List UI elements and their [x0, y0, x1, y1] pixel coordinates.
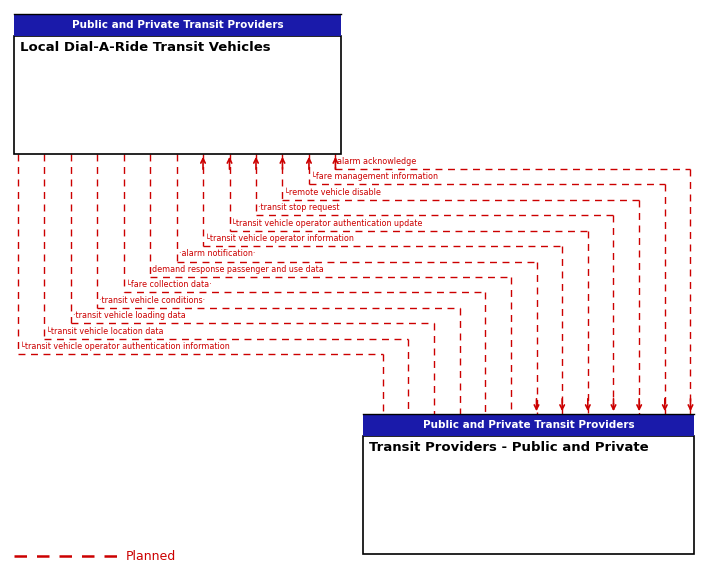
- Text: └remote vehicle disable: └remote vehicle disable: [285, 188, 381, 197]
- Text: ·transit vehicle loading data: ·transit vehicle loading data: [73, 311, 186, 320]
- Text: └transit vehicle operator authentication update: └transit vehicle operator authentication…: [232, 218, 423, 228]
- Text: └transit vehicle operator information: └transit vehicle operator information: [205, 234, 354, 243]
- Bar: [363, 414, 695, 436]
- Text: └transit vehicle operator authentication information: └transit vehicle operator authentication…: [19, 342, 229, 351]
- Text: └fare collection data·: └fare collection data·: [126, 280, 211, 289]
- Text: ·transit vehicle conditions·: ·transit vehicle conditions·: [99, 296, 205, 305]
- Text: └fare management information: └fare management information: [311, 172, 438, 182]
- Text: ·alarm notification·: ·alarm notification·: [178, 249, 255, 259]
- Text: Transit Providers - Public and Private: Transit Providers - Public and Private: [369, 441, 649, 454]
- Text: ·transit stop request: ·transit stop request: [258, 203, 339, 212]
- Bar: [14, 36, 342, 154]
- Text: Local Dial-A-Ride Transit Vehicles: Local Dial-A-Ride Transit Vehicles: [19, 41, 270, 54]
- Text: Public and Private Transit Providers: Public and Private Transit Providers: [423, 420, 634, 430]
- Text: Public and Private Transit Providers: Public and Private Transit Providers: [72, 20, 283, 30]
- Text: demand response passenger and use data: demand response passenger and use data: [152, 265, 324, 274]
- Text: └transit vehicle location data: └transit vehicle location data: [46, 326, 164, 336]
- Bar: [363, 436, 695, 554]
- Text: Planned: Planned: [126, 550, 175, 562]
- Bar: [14, 14, 342, 36]
- Text: alarm acknowledge: alarm acknowledge: [337, 157, 416, 166]
